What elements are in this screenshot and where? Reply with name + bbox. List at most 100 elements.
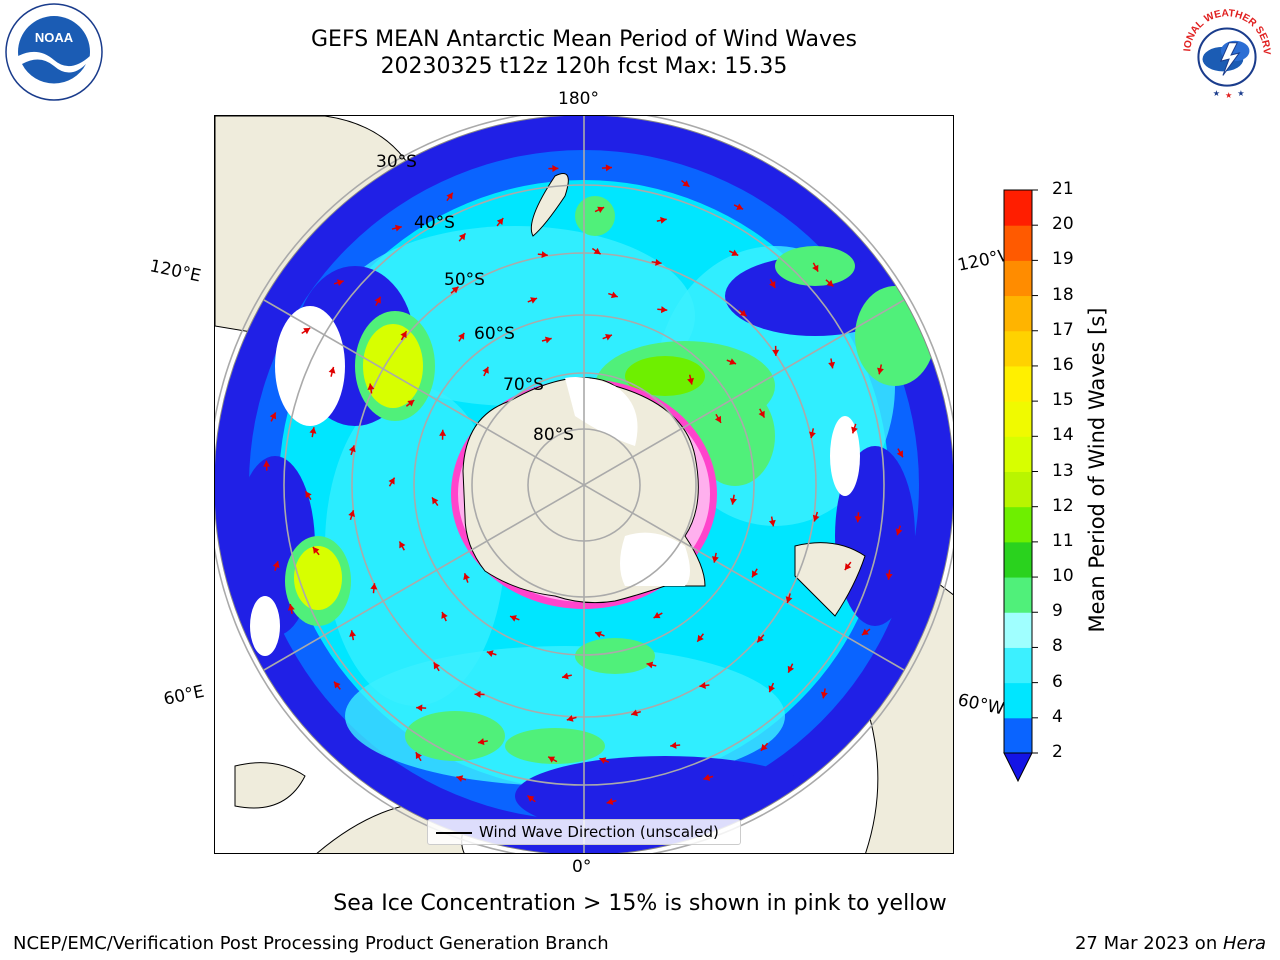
colorbar-segment: [1004, 471, 1032, 508]
wind-arrow-head: [768, 685, 776, 693]
wind-arrow-head: [785, 596, 793, 604]
colorbar-tick-label: 19: [1052, 249, 1074, 270]
wind-arrow-head: [482, 366, 489, 374]
wind-arrow-head: [415, 752, 422, 760]
wind-arrow-head: [458, 233, 466, 241]
wind-arrow-head: [851, 426, 858, 434]
lon-label-60w: 60°W: [955, 690, 1007, 720]
date-stamp: 27 Mar 2023 on Hera: [1075, 933, 1266, 954]
noaa-logo: NOAA: [5, 3, 103, 101]
wind-arrow-head: [562, 672, 569, 680]
colorbar-segment: [1004, 577, 1032, 613]
colorbar-tick-label: 11: [1052, 530, 1074, 551]
colorbar-tick-label: 12: [1052, 495, 1074, 516]
colorbar-tick-label: 6: [1052, 671, 1063, 692]
wind-arrow-head: [714, 415, 721, 423]
map-legend: Wind Wave Direction (unscaled): [427, 819, 741, 845]
wind-arrow-head: [758, 410, 765, 418]
lat-label-80s: 80°S: [533, 425, 574, 445]
wind-arrow-head: [739, 309, 747, 317]
wind-arrow-head: [895, 528, 903, 536]
wind-arrow-head: [768, 519, 776, 527]
colorbar-tick-label: 4: [1052, 706, 1063, 727]
map-frame: [214, 115, 954, 854]
wind-arrow-head: [697, 634, 704, 642]
noaa-logo-text: NOAA: [35, 30, 74, 45]
wind-arrow-head: [593, 247, 601, 255]
wind-arrow-head: [682, 180, 690, 187]
wind-arrow-head: [432, 497, 439, 505]
wind-arrow-head: [655, 258, 662, 266]
wind-arrow-head: [826, 279, 834, 287]
wind-arrow-head: [367, 383, 375, 391]
colorbar-segment: [1004, 647, 1032, 684]
wind-arrow-head: [463, 573, 470, 581]
colorbar-segment: [1004, 436, 1032, 472]
wind-arrow-head: [605, 164, 612, 172]
wind-arrow-head: [809, 431, 816, 439]
wind-arrow-head: [433, 662, 440, 670]
nws-logo: NATIONAL WEATHER SERVICE ★ ★ ★: [1176, 2, 1276, 102]
wind-arrow-head: [544, 336, 552, 344]
wind-wave-arrows: [263, 164, 904, 805]
chart-subtitle: 20230325 t12z 120h fcst Max: 15.35: [380, 54, 788, 79]
wind-arrow-head: [730, 498, 737, 505]
wind-arrow-head: [312, 546, 320, 554]
wind-arrow-head: [348, 445, 356, 453]
wind-arrow-head: [772, 349, 780, 356]
wind-arrow-head: [595, 631, 602, 638]
wind-arrow-head: [446, 192, 453, 200]
colorbar-segment: [1004, 506, 1032, 543]
wind-arrow-head: [699, 682, 706, 689]
lat-label-30s: 30°S: [376, 152, 417, 172]
wind-arrow-head: [660, 306, 668, 314]
wind-arrow-head: [610, 291, 618, 299]
wind-arrow-head: [687, 377, 694, 385]
colorbar-tick-label: 18: [1052, 284, 1074, 305]
wind-arrow-head: [527, 795, 535, 803]
wind-arrow-head: [877, 367, 884, 375]
wind-arrow-head: [451, 286, 459, 294]
wind-arrow-head: [731, 249, 739, 256]
polar-map: [215, 116, 953, 853]
wind-arrow-head: [566, 715, 574, 722]
colorbar-segment: [1004, 401, 1032, 437]
lon-label-180: 180°: [558, 89, 599, 109]
wind-arrow-head: [474, 690, 481, 698]
wind-arrow-head: [287, 604, 295, 611]
colorbar-segment: [1004, 225, 1032, 261]
wind-arrow-head: [399, 541, 406, 549]
wind-arrow-head: [456, 775, 464, 782]
colorbar-segment: [1004, 365, 1032, 402]
lat-label-60s: 60°S: [474, 324, 515, 344]
colorbar-segment: [1004, 190, 1032, 226]
chart-title: GEFS MEAN Antarctic Mean Period of Wind …: [311, 27, 857, 52]
wind-arrow-head: [769, 281, 776, 288]
colorbar-tick-label: 14: [1052, 425, 1074, 446]
wind-arrow-head: [844, 563, 852, 571]
lat-label-40s: 40°S: [414, 213, 455, 233]
wind-arrow-head: [388, 477, 395, 485]
wind-arrow-head: [552, 165, 559, 173]
colorbar-segment: [1004, 541, 1032, 578]
lon-label-120e: 120°E: [147, 256, 203, 287]
legend-line-sample: [436, 832, 472, 834]
wind-arrow-head: [812, 264, 819, 272]
wind-arrow-head: [309, 427, 317, 434]
wind-arrow-head: [896, 450, 903, 458]
wind-arrow-head: [336, 279, 344, 287]
wind-arrow-head: [395, 224, 402, 232]
colorbar-tick-label: 9: [1052, 601, 1063, 622]
wind-arrow-head: [861, 628, 869, 636]
date-text: 27 Mar 2023 on: [1074, 933, 1223, 954]
colorbar-tick-label: 16: [1052, 354, 1074, 375]
wind-arrow-head: [530, 297, 538, 304]
wind-arrow-head: [496, 218, 504, 225]
wind-arrow-head: [599, 757, 607, 764]
lon-label-60e: 60°E: [161, 681, 207, 710]
wind-arrow-head: [441, 611, 448, 619]
colorbar-segment: [1004, 295, 1032, 332]
wind-arrow-head: [486, 650, 494, 657]
legend-label: Wind Wave Direction (unscaled): [479, 823, 719, 841]
wind-arrow-head: [606, 798, 614, 805]
